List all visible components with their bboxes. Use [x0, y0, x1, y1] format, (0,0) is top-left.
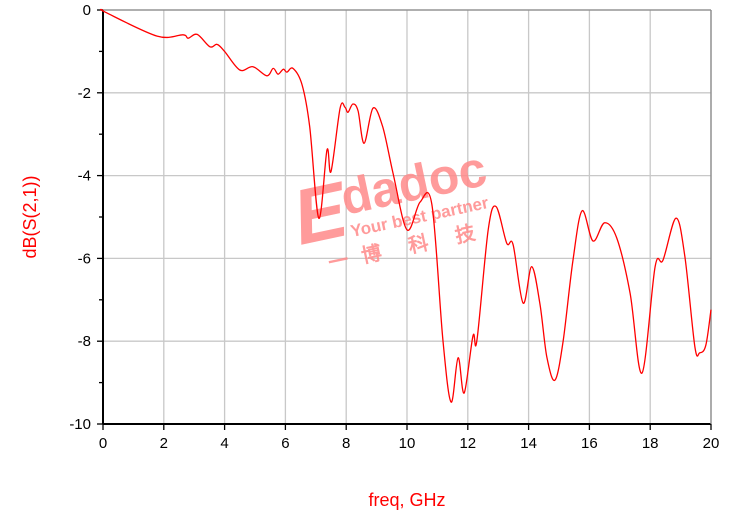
x-tick-label: 18 [642, 435, 659, 452]
x-tick-label: 0 [99, 435, 107, 452]
plot-frame [102, 9, 712, 425]
x-tick-label: 12 [459, 435, 476, 452]
edadoc-watermark-logo: E dadoc Your best partner 一 博 科 技 [285, 140, 491, 275]
y-tick-label: -8 [78, 333, 91, 350]
x-tick-label: 2 [160, 435, 168, 452]
x-tick-label: 14 [520, 435, 537, 452]
x-tick-label: 16 [581, 435, 598, 452]
y-tick-label: 0 [83, 2, 91, 19]
y-tick-label: -10 [69, 416, 91, 433]
x-tick-label: 6 [281, 435, 289, 452]
y-tick-labels: 0 -2 -4 -6 -8 -10 [69, 2, 91, 433]
x-tick-label: 20 [703, 435, 720, 452]
x-tick-labels: 0 2 4 6 8 10 12 14 16 18 20 [99, 435, 720, 452]
x-tick-label: 4 [220, 435, 228, 452]
x-axis-label: freq, GHz [368, 490, 445, 510]
y-tick-label: -6 [78, 250, 91, 267]
series-line [99, 8, 712, 403]
y-tick-label: -2 [78, 85, 91, 102]
x-tick-label: 10 [399, 435, 416, 452]
y-axis-label: dB(S(2,1)) [20, 175, 40, 258]
y-tick-label: -4 [78, 168, 91, 185]
x-tick-label: 8 [342, 435, 350, 452]
